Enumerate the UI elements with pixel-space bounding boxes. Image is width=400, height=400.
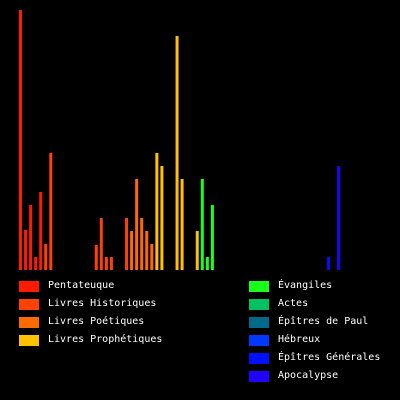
bar-9-0 — [337, 166, 341, 270]
bar-3-8 — [195, 231, 199, 270]
bar-2-1 — [135, 179, 139, 270]
legend-label-livres-historiques: Livres Historiques — [48, 298, 157, 309]
legend-swatch-evangiles — [249, 280, 269, 292]
legend-item-actes: Actes — [249, 295, 380, 313]
legend-label-apocalypse: Apocalypse — [278, 370, 339, 381]
bar-2-3 — [145, 231, 149, 270]
legend-swatch-livres-poetiques — [19, 316, 39, 328]
bar-3-1 — [160, 166, 164, 270]
legend-swatch-actes — [249, 298, 269, 310]
legend-swatch-livres-prophetiques — [19, 334, 39, 346]
legend-swatch-pentateuque — [19, 280, 39, 292]
bar-2-4 — [150, 244, 154, 270]
legend-item-livres-historiques: Livres Historiques — [19, 295, 162, 313]
bar-1-12 — [104, 257, 108, 270]
bar-2-0 — [130, 231, 134, 270]
legend-label-epitres-de-paul: Épîtres de Paul — [278, 316, 369, 327]
legend-item-apocalypse: Apocalypse — [249, 367, 380, 385]
legend-label-actes: Actes — [278, 298, 309, 309]
legend-right: Évangiles Actes Épîtres de Paul Hébreux … — [249, 277, 380, 385]
legend-item-evangiles: Évangiles — [249, 277, 380, 295]
legend-item-livres-poetiques: Livres Poétiques — [19, 313, 162, 331]
legend-item-epitres-generales: Épîtres Générales — [249, 349, 380, 367]
legend-swatch-hebreux — [249, 334, 269, 346]
bar-3-0 — [155, 153, 159, 270]
bar-4-0 — [200, 179, 204, 270]
legend-swatch-epitres-de-paul — [249, 316, 269, 328]
bars — [19, 10, 341, 270]
legend-item-epitres-de-paul: Épîtres de Paul — [249, 313, 380, 331]
bar-0-0 — [19, 10, 22, 270]
bar-1-0 — [44, 244, 48, 270]
bar-2-2 — [140, 218, 144, 270]
bar-0-2 — [29, 205, 33, 270]
legend-item-hebreux: Hébreux — [249, 331, 380, 349]
legend-label-livres-prophetiques: Livres Prophétiques — [48, 334, 163, 345]
bar-3-4 — [175, 36, 179, 270]
bar-1-13 — [109, 257, 113, 270]
legend-swatch-livres-historiques — [19, 298, 39, 310]
bar-0-1 — [24, 230, 28, 270]
bar-4-2 — [210, 205, 214, 270]
legend-swatch-epitres-generales — [249, 352, 269, 364]
legend-item-livres-prophetiques: Livres Prophétiques — [19, 331, 162, 349]
legend-item-pentateuque: Pentateuque — [19, 277, 162, 295]
legend-label-hebreux: Hébreux — [278, 334, 321, 345]
legend-swatch-apocalypse — [249, 370, 269, 382]
bar-1-11 — [99, 218, 103, 270]
bar-1-10 — [94, 245, 98, 270]
bar-0-3 — [34, 257, 38, 270]
legend-label-epitres-generales: Épîtres Générales — [278, 352, 381, 363]
bar-8-5 — [327, 257, 331, 270]
bar-4-1 — [205, 257, 209, 270]
bar-3-5 — [180, 179, 184, 270]
bar-0-4 — [39, 192, 43, 270]
legend-label-evangiles: Évangiles — [278, 280, 333, 291]
legend-label-pentateuque: Pentateuque — [48, 280, 115, 291]
bar-1-1 — [49, 153, 53, 270]
legend-left: Pentateuque Livres Historiques Livres Po… — [19, 277, 162, 349]
legend-label-livres-poetiques: Livres Poétiques — [48, 316, 145, 327]
bar-1-16 — [125, 218, 129, 270]
